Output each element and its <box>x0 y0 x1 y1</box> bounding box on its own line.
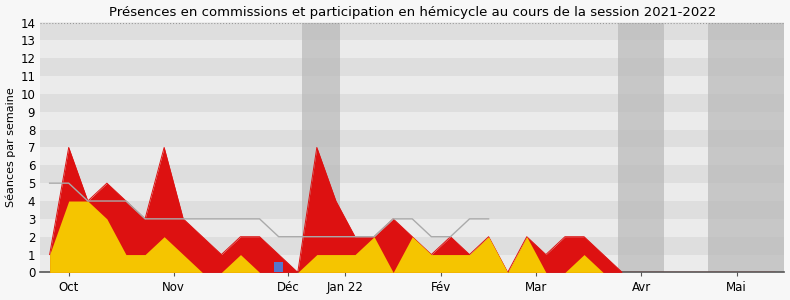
Bar <box>40 201 784 219</box>
Bar <box>619 22 664 272</box>
Title: Présences en commissions et participation en hémicycle au cours de la session 20: Présences en commissions et participatio… <box>109 6 716 19</box>
Y-axis label: Séances par semaine: Séances par semaine <box>6 88 16 207</box>
Bar <box>40 130 784 148</box>
Bar <box>40 219 784 237</box>
Bar <box>40 112 784 130</box>
Bar <box>40 183 784 201</box>
Bar <box>40 40 784 58</box>
Bar <box>40 237 784 255</box>
Bar <box>302 22 340 272</box>
Bar <box>40 94 784 112</box>
Bar <box>40 76 784 94</box>
Bar <box>40 165 784 183</box>
Bar <box>40 58 784 76</box>
Bar <box>40 22 784 40</box>
Bar <box>40 148 784 165</box>
Bar <box>40 255 784 272</box>
Bar <box>274 262 283 272</box>
Bar <box>708 22 784 272</box>
